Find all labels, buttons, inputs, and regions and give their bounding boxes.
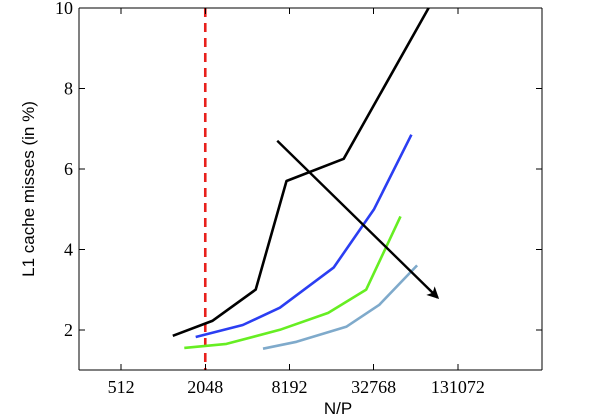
ticks: 512 2048 8192 32768 131072 2 4 6 8 10 [55, 0, 542, 397]
x-tick-label: 32768 [351, 377, 396, 397]
y-tick-label: 6 [64, 159, 73, 179]
x-axis-label: N/P [324, 399, 352, 418]
series-line-1 [172, 7, 430, 338]
y-tick-label: 8 [64, 78, 73, 98]
x-tick-label: 131072 [431, 377, 485, 397]
series-line-3 [184, 215, 402, 350]
y-tick-label: 10 [55, 0, 73, 18]
plot-area [172, 7, 440, 370]
x-tick-label: 8192 [271, 377, 307, 397]
x-tick-label: 512 [108, 377, 135, 397]
x-tick-label: 2048 [187, 377, 223, 397]
series-line-2 [195, 134, 413, 339]
y-tick-label: 4 [64, 239, 73, 259]
series-line-4 [262, 264, 419, 350]
trend-arrow [276, 139, 440, 299]
y-tick-label: 2 [64, 320, 73, 340]
y-axis-label: L1 cache misses (in %) [19, 101, 38, 277]
